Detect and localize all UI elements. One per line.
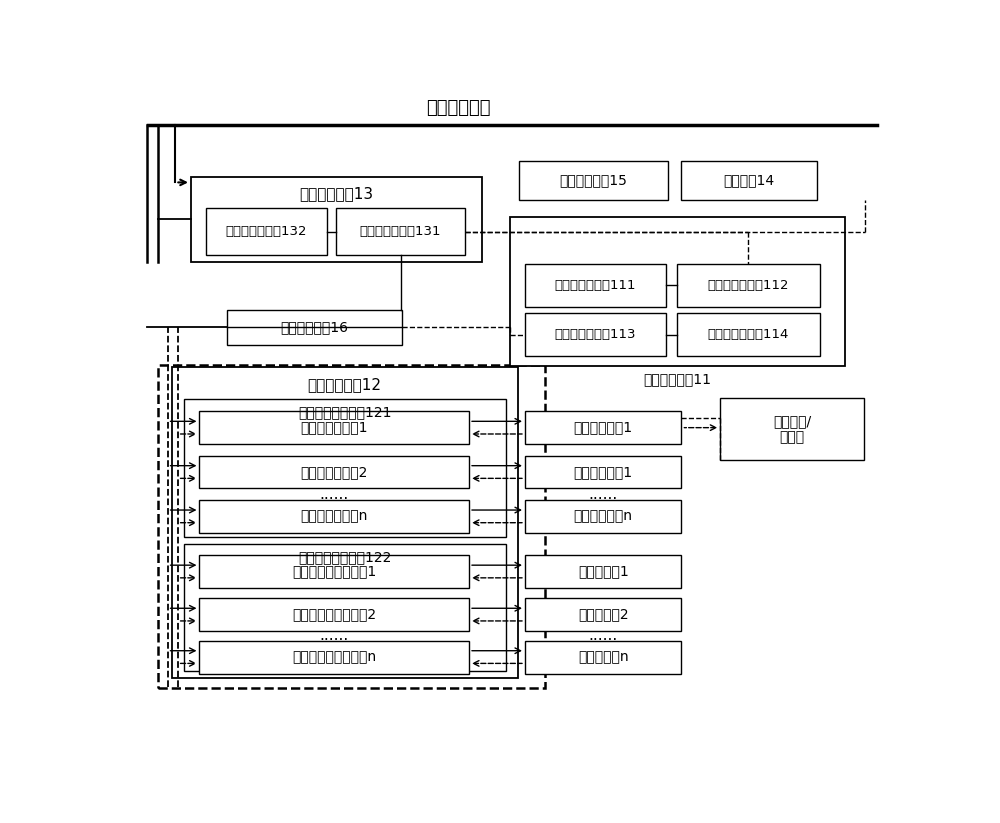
Text: 高功率通用接口组122: 高功率通用接口组122 — [298, 551, 391, 565]
FancyBboxPatch shape — [172, 367, 518, 678]
FancyBboxPatch shape — [227, 309, 402, 345]
FancyBboxPatch shape — [336, 208, 465, 254]
FancyBboxPatch shape — [206, 208, 326, 254]
Text: 通用接口模块12: 通用接口模块12 — [308, 377, 382, 392]
FancyBboxPatch shape — [510, 217, 845, 366]
Text: 低功率通用接口组121: 低功率通用接口组121 — [298, 406, 391, 420]
FancyBboxPatch shape — [525, 412, 681, 444]
Text: 身份信息标识15: 身份信息标识15 — [559, 174, 627, 188]
FancyBboxPatch shape — [199, 456, 469, 489]
Text: 高功率通用接口模块2: 高功率通用接口模块2 — [292, 607, 376, 621]
FancyBboxPatch shape — [191, 177, 482, 263]
Text: 电源控制子模块131: 电源控制子模块131 — [360, 225, 441, 238]
Text: 低功率通用接口1: 低功率通用接口1 — [300, 421, 368, 435]
Text: 电源适配器1: 电源适配器1 — [578, 565, 629, 579]
Text: 电路监测子模块132: 电路监测子模块132 — [226, 225, 307, 238]
FancyBboxPatch shape — [199, 500, 469, 532]
Text: 信息处理子模块112: 信息处理子模块112 — [708, 278, 789, 291]
Text: 高功率通用接口模块n: 高功率通用接口模块n — [292, 650, 376, 664]
Text: 网络通信设备1: 网络通信设备1 — [574, 421, 633, 435]
FancyBboxPatch shape — [525, 263, 666, 307]
Text: 低功率通用接口2: 低功率通用接口2 — [301, 465, 368, 479]
Text: 通信控制子模块113: 通信控制子模块113 — [555, 328, 636, 341]
Text: 终端功能设备1: 终端功能设备1 — [574, 465, 633, 479]
FancyBboxPatch shape — [525, 555, 681, 588]
Text: 高功率通用接口模块1: 高功率通用接口模块1 — [292, 565, 376, 579]
Text: ......: ...... — [320, 628, 349, 644]
FancyBboxPatch shape — [199, 555, 469, 588]
Text: 供电管理模块13: 供电管理模块13 — [299, 186, 373, 201]
FancyBboxPatch shape — [720, 398, 864, 460]
FancyBboxPatch shape — [525, 640, 681, 673]
FancyBboxPatch shape — [681, 160, 817, 200]
FancyBboxPatch shape — [525, 500, 681, 532]
Text: ......: ...... — [589, 486, 618, 502]
Text: 终端功能设备n: 终端功能设备n — [574, 509, 633, 523]
Text: 备份电源模块16: 备份电源模块16 — [280, 320, 348, 334]
FancyBboxPatch shape — [199, 598, 469, 631]
Text: 电源适配器2: 电源适配器2 — [578, 607, 628, 621]
FancyBboxPatch shape — [184, 544, 506, 671]
FancyBboxPatch shape — [677, 313, 820, 356]
FancyBboxPatch shape — [677, 263, 820, 307]
FancyBboxPatch shape — [199, 412, 469, 444]
Text: 低功率通用接口n: 低功率通用接口n — [301, 509, 368, 523]
FancyBboxPatch shape — [525, 313, 666, 356]
FancyBboxPatch shape — [199, 640, 469, 673]
Text: 广域互联/
物联网: 广域互联/ 物联网 — [773, 414, 811, 444]
Text: ......: ...... — [320, 486, 349, 502]
FancyBboxPatch shape — [525, 598, 681, 631]
FancyBboxPatch shape — [519, 160, 668, 200]
Text: ......: ...... — [589, 628, 618, 644]
Text: 电源适配器n: 电源适配器n — [578, 650, 628, 664]
Text: 固接组件14: 固接组件14 — [724, 174, 775, 188]
FancyBboxPatch shape — [525, 456, 681, 489]
Text: 数据存储子模块114: 数据存储子模块114 — [708, 328, 789, 341]
Text: 身份信息子模块111: 身份信息子模块111 — [555, 278, 636, 291]
FancyBboxPatch shape — [184, 399, 506, 537]
Text: 公共供电线路: 公共供电线路 — [426, 99, 490, 117]
Text: 信息管理模块11: 信息管理模块11 — [644, 373, 712, 387]
